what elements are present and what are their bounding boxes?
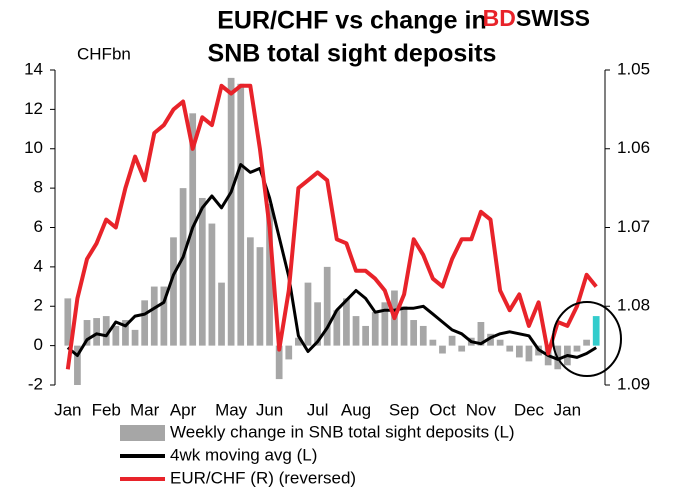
bar xyxy=(275,345,283,380)
x-tick-label: May xyxy=(215,400,248,419)
x-tick-label: Feb xyxy=(92,400,121,419)
bar xyxy=(64,298,72,346)
y-tick-label: 10 xyxy=(24,138,43,157)
bar xyxy=(170,237,177,346)
bar xyxy=(573,345,581,352)
y2-tick-label: 1.08 xyxy=(617,296,650,315)
x-tick-label: Oct xyxy=(429,400,456,419)
bar xyxy=(208,223,216,346)
bar xyxy=(371,312,379,346)
bar xyxy=(400,306,408,346)
x-tick-label: Jun xyxy=(256,400,283,419)
bar xyxy=(592,316,600,346)
highlight-circle xyxy=(552,301,622,377)
bar xyxy=(74,345,81,385)
bar xyxy=(304,282,312,346)
x-tick-label: Dec xyxy=(514,400,545,419)
line xyxy=(65,83,598,370)
bar xyxy=(439,345,446,354)
bar xyxy=(227,77,235,346)
bar xyxy=(218,282,225,346)
brand-part: SWISS xyxy=(516,5,590,31)
x-tick-label: Aug xyxy=(341,400,371,419)
bar xyxy=(419,325,427,346)
x-tick-label: Jul xyxy=(307,400,329,419)
bar xyxy=(160,286,168,346)
x-tick-label: Sep xyxy=(389,400,419,419)
x-tick-label: Mar xyxy=(130,400,160,419)
bar xyxy=(381,302,389,346)
bar xyxy=(198,197,206,346)
y-tick-label: 8 xyxy=(34,178,43,197)
bar xyxy=(323,266,331,346)
bar xyxy=(352,316,360,346)
bar xyxy=(179,188,187,346)
legend-swatch xyxy=(120,425,165,441)
bar xyxy=(122,320,129,346)
bar xyxy=(506,345,514,352)
bar xyxy=(448,335,456,346)
bar xyxy=(93,318,100,346)
y-axis-label: CHFbn xyxy=(77,44,131,63)
y-tick-label: 14 xyxy=(24,59,43,78)
bar xyxy=(458,345,466,352)
bar xyxy=(429,339,437,346)
bar xyxy=(102,316,110,346)
legend-label: Weekly change in SNB total sight deposit… xyxy=(170,422,515,441)
bar xyxy=(583,339,590,346)
bar xyxy=(333,310,341,346)
bar xyxy=(237,83,245,346)
bar xyxy=(410,320,418,346)
x-tick-label: Nov xyxy=(466,400,497,419)
y-tick-label: 4 xyxy=(34,256,43,275)
chart-title: SNB total sight deposits xyxy=(208,40,497,68)
bar xyxy=(150,286,158,346)
bar xyxy=(343,298,350,346)
y-tick-label: 6 xyxy=(34,217,43,236)
x-tick-label: Apr xyxy=(170,400,197,419)
y2-tick-label: 1.06 xyxy=(617,138,650,157)
bar xyxy=(362,325,369,346)
y-tick-label: 0 xyxy=(34,335,43,354)
legend-label: EUR/CHF (R) (reversed) xyxy=(170,468,356,487)
bar xyxy=(285,345,293,360)
y-tick-label: -2 xyxy=(28,374,43,393)
chart-title: EUR/CHF vs change in xyxy=(217,7,487,35)
bar xyxy=(266,203,273,346)
bar xyxy=(246,237,254,346)
legend-label: 4wk moving avg (L) xyxy=(170,445,317,464)
y-tick-label: 12 xyxy=(24,99,43,118)
bar xyxy=(256,247,264,346)
bar xyxy=(487,333,494,346)
bar xyxy=(141,300,149,346)
y2-tick-label: 1.07 xyxy=(617,217,650,236)
brand-part: BD xyxy=(483,5,516,31)
bar xyxy=(477,322,485,346)
bar xyxy=(515,345,523,358)
y2-tick-label: 1.05 xyxy=(617,59,650,78)
bar xyxy=(131,329,139,346)
bar xyxy=(112,325,120,346)
bar xyxy=(314,302,321,346)
line xyxy=(66,163,597,361)
brand: BDSWISS xyxy=(483,5,590,31)
bar xyxy=(496,339,504,346)
x-tick-label: Jan xyxy=(54,400,81,419)
bar xyxy=(83,320,91,346)
y-tick-label: 2 xyxy=(34,296,43,315)
y2-tick-label: 1.09 xyxy=(617,374,650,393)
bar xyxy=(295,337,302,346)
x-tick-label: Jan xyxy=(554,400,581,419)
bar xyxy=(525,345,533,362)
